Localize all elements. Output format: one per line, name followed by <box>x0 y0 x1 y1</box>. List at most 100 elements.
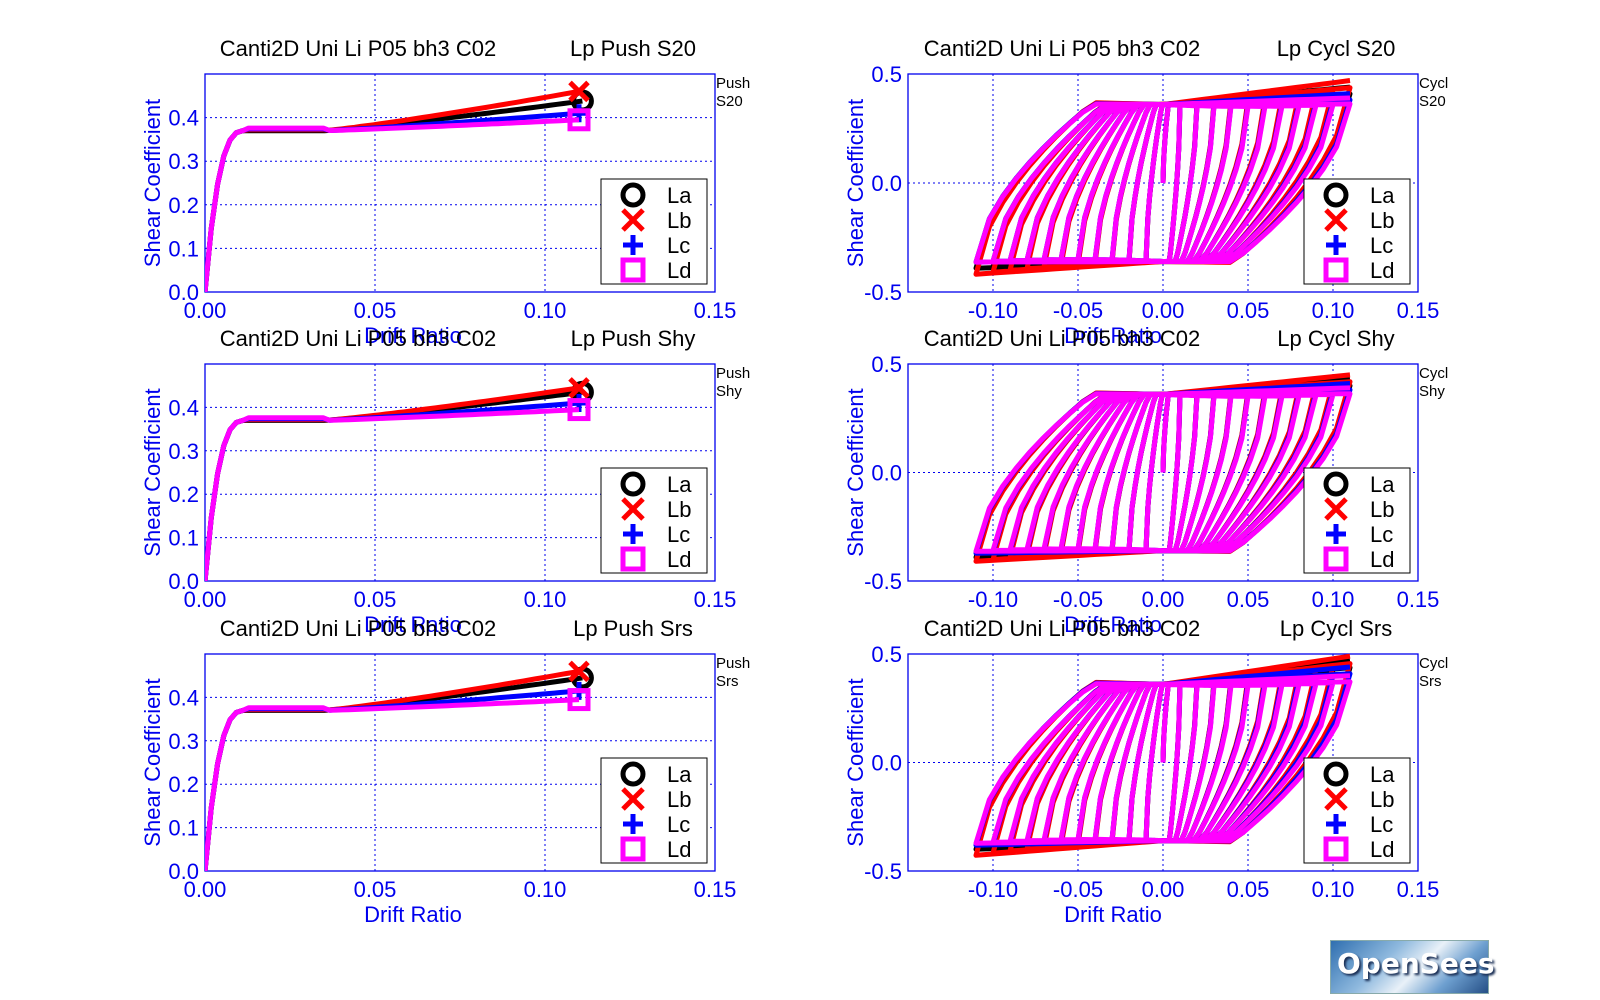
x-axis-label: Drift Ratio <box>364 323 462 348</box>
legend-box <box>1303 467 1411 574</box>
legend-label: Ld <box>667 258 691 283</box>
chart-panel-4: -0.10 -0.05 0.00 0.05 0.10 0.15 -0.5 0.0 0.5 Drif… <box>843 36 1448 348</box>
series-group <box>973 78 1353 277</box>
side-label: Push <box>716 365 750 382</box>
chart-title: Canti2D Uni Li P05 bh3 C02 <box>220 36 496 61</box>
x-tick-label: 0.10 <box>524 298 567 323</box>
y-axis-label: Shear Coefficient <box>140 388 165 556</box>
legend-label: Lb <box>667 787 691 812</box>
plot-frame <box>907 73 1419 293</box>
legend-label: Ld <box>1370 547 1394 572</box>
legend-marker-Lc <box>1326 524 1346 544</box>
x-tick-label: 0.00 <box>184 877 227 902</box>
legend-marker-Ld <box>1323 546 1349 572</box>
x-tick-label: 0.00 <box>184 587 227 612</box>
chart-panel-2: 0.00 0.05 0.10 0.15 0.0 0.1 0.2 0.3 0.4 Drift Rat… <box>140 326 750 637</box>
series-end-marker-Ld <box>567 398 591 422</box>
side-label: Cycl <box>1419 655 1448 672</box>
x-axis-label: Drift Ratio <box>1064 323 1162 348</box>
legend-label: La <box>667 183 692 208</box>
chart-panel-6: -0.10 -0.05 0.00 0.05 0.10 0.15 -0.5 0.0 0.5 Drif… <box>843 616 1448 927</box>
x-tick-label: 0.10 <box>1312 298 1355 323</box>
legend-label: Ld <box>1370 837 1394 862</box>
y-tick-label: 0.0 <box>871 171 902 196</box>
x-tick-label: 0.05 <box>354 587 397 612</box>
y-tick-label: -0.5 <box>864 280 902 305</box>
side-label: Shy <box>716 383 742 400</box>
series-end-marker-Ld <box>567 108 591 132</box>
legend-label: Ld <box>667 547 691 572</box>
legend-label: La <box>667 762 692 787</box>
legend-marker-Lc <box>623 524 643 544</box>
side-label: Push <box>716 655 750 672</box>
x-tick-label: -0.10 <box>968 587 1018 612</box>
legend-box <box>600 757 708 864</box>
plot-frame <box>907 653 1419 872</box>
y-tick-label: 0.0 <box>168 859 199 884</box>
x-tick-label: 0.15 <box>694 877 737 902</box>
y-tick-label: 0.2 <box>168 193 199 218</box>
side-label: Cycl <box>1419 75 1448 92</box>
y-tick-label: 0.5 <box>871 642 902 667</box>
legend-label: Lb <box>667 497 691 522</box>
series-line-Ld <box>973 95 1353 265</box>
y-tick-label: -0.5 <box>864 569 902 594</box>
x-tick-label: -0.05 <box>1053 877 1103 902</box>
legend-label: Lc <box>667 522 690 547</box>
series-group <box>205 377 594 581</box>
chart-title: Canti2D Uni Li P05 bh3 C02 <box>924 36 1200 61</box>
legend-marker-Lc <box>1326 235 1346 255</box>
opensees-logo: OpenSees <box>1330 940 1495 994</box>
y-tick-label: 0.4 <box>168 106 199 131</box>
chart-subtitle: Lp Cycl Shy <box>1277 326 1394 351</box>
chart-title: Canti2D Uni Li P05 bh3 C02 <box>220 326 496 351</box>
x-tick-label: 0.00 <box>1142 877 1185 902</box>
series-line-Lc <box>205 400 580 581</box>
series-end-marker-Lb <box>568 377 590 399</box>
legend-label: La <box>1370 762 1395 787</box>
chart-subtitle: Lp Cycl S20 <box>1277 36 1396 61</box>
y-tick-label: 0.0 <box>871 461 902 486</box>
chart-title: Canti2D Uni Li P05 bh3 C02 <box>924 616 1200 641</box>
x-tick-label: 0.00 <box>1142 587 1185 612</box>
side-label: S20 <box>1419 93 1446 110</box>
y-tick-label: -0.5 <box>864 859 902 884</box>
legend-marker-Lc <box>623 814 643 834</box>
series-line-Ld <box>205 407 580 581</box>
y-axis-label: Shear Coefficient <box>843 388 868 556</box>
x-tick-label: 0.15 <box>694 587 737 612</box>
legend-label: Lc <box>667 812 690 837</box>
legend-marker-Lb <box>621 497 645 521</box>
y-axis-label: Shear Coefficient <box>843 678 868 846</box>
series-group <box>973 653 1353 858</box>
y-tick-label: 0.3 <box>168 729 199 754</box>
y-tick-label: 0.2 <box>168 482 199 507</box>
legend-marker-Lb <box>621 208 645 232</box>
legend-box <box>1303 757 1411 864</box>
x-tick-label: 0.05 <box>1227 298 1270 323</box>
x-tick-label: 0.00 <box>184 298 227 323</box>
series-line-Ld <box>973 385 1353 554</box>
legend-box <box>600 467 708 574</box>
series-line-Ld <box>205 117 580 292</box>
side-label: Cycl <box>1419 365 1448 382</box>
logo-text: OpenSees <box>1337 947 1495 980</box>
x-tick-label: 0.05 <box>1227 587 1270 612</box>
x-tick-label: 0.10 <box>1312 587 1355 612</box>
x-tick-label: 0.05 <box>354 298 397 323</box>
legend-marker-Lb <box>1324 787 1348 811</box>
plot-frame <box>204 653 716 872</box>
series-end-marker-Lb <box>568 660 590 683</box>
y-tick-label: 0.5 <box>871 352 902 377</box>
legend-marker-La <box>1323 182 1349 208</box>
x-tick-label: -0.10 <box>968 877 1018 902</box>
x-axis-label: Drift Ratio <box>364 902 462 927</box>
legend-marker-La <box>620 471 646 497</box>
legend-label: Lb <box>1370 208 1394 233</box>
y-tick-label: 0.3 <box>168 149 199 174</box>
legend-label: Lc <box>1370 233 1393 258</box>
x-tick-label: 0.00 <box>1142 298 1185 323</box>
